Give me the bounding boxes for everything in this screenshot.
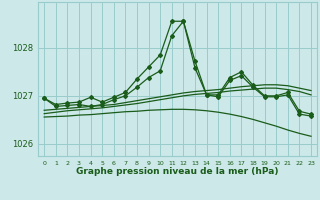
X-axis label: Graphe pression niveau de la mer (hPa): Graphe pression niveau de la mer (hPa) — [76, 167, 279, 176]
